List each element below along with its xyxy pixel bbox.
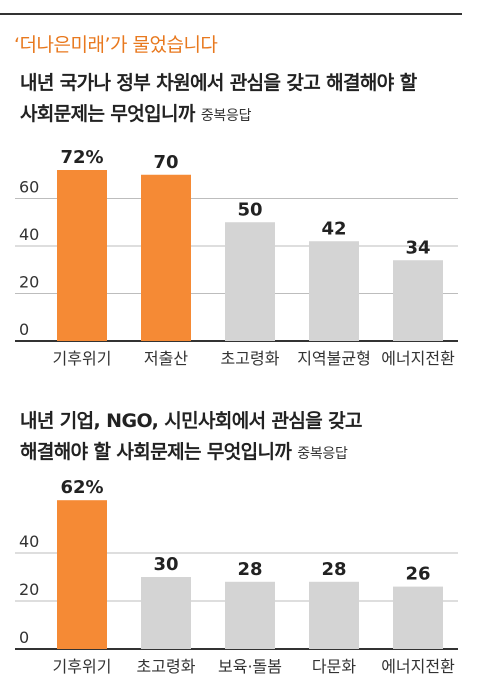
headline: ‘더나은미래’가 물었습니다 [14,34,218,56]
chart2-value-label: 28 [237,559,262,580]
chart1-category-label: 에너지전환 [381,349,455,368]
chart2-category-label: 보육·돌봄 [218,657,282,676]
chart1-title-line2: 사회문제는 무엇입니까 중복응답 [20,99,417,132]
chart2-title-line2: 해결해야 할 사회문제는 무엇입니까 중복응답 [20,437,362,470]
chart1-value-label: 72% [60,147,103,168]
chart2-bar [393,586,443,649]
chart1-title-line1: 내년 국가나 정부 차원에서 관심을 갖고 해결해야 할 [20,72,417,94]
chart2-category-label: 에너지전환 [381,657,455,676]
chart1: 0 20 40 60 72% 기후위기 70 저출산 50 초고령화 42 지역불균형 34 에너지전환 [15,147,458,368]
chart1-y-tick-label: 20 [19,273,39,292]
chart2-bar [141,577,191,649]
chart2: 0 20 40 62% 기후위기 30 초고령화 28 보육·돌봄 28 다문화 26 에너지전환 [15,477,458,676]
chart1-y-tick-label: 40 [19,225,39,244]
top-rule [0,13,462,15]
chart1-category-label: 기후위기 [53,349,112,368]
chart1-note: 중복응답 [200,108,252,124]
chart1-value-label: 50 [237,199,262,220]
chart2-note: 중복응답 [297,446,348,462]
chart2-category-label: 다문화 [312,657,356,676]
chart1-y-tick-label: 60 [19,178,39,197]
chart1-bar [141,174,191,341]
chart1-bar [309,241,359,341]
chart2-title-line1: 내년 기업, NGO, 시민사회에서 관심을 갖고 [20,410,363,432]
chart2-value-label: 30 [153,554,178,575]
chart2-y-tick-label: 40 [19,532,39,551]
chart1-y-tick-label: 0 [19,320,29,339]
chart2-value-label: 62% [60,477,103,498]
chart2-value-label: 28 [321,559,346,580]
chart2-category-label: 기후위기 [53,657,112,676]
chart1-bar [57,170,107,341]
chart1-title-line2-text: 사회문제는 무엇입니까 [20,103,195,125]
chart2-title-line2-text: 해결해야 할 사회문제는 무엇입니까 [20,441,292,463]
chart2-title: 내년 기업, NGO, 시민사회에서 관심을 갖고 해결해야 할 사회문제는 무… [20,406,363,470]
chart1-category-label: 지역불균형 [297,349,371,368]
chart1-value-label: 34 [405,237,430,258]
chart2-category-label: 초고령화 [137,657,196,676]
chart1-category-label: 저출산 [144,349,188,368]
chart1-category-label: 초고령화 [221,349,280,368]
chart2-y-tick-label: 0 [19,628,29,647]
chart1-bar [225,222,275,341]
chart2-bar [309,581,359,649]
chart2-value-label: 26 [405,564,430,585]
chart2-y-tick-label: 20 [19,580,39,599]
chart2-bar [57,500,107,649]
chart1-bar [393,260,443,341]
chart2-bar [225,581,275,649]
chart1-title: 내년 국가나 정부 차원에서 관심을 갖고 해결해야 할 사회문제는 무엇입니까… [20,68,417,132]
chart1-value-label: 70 [153,152,178,173]
chart1-value-label: 42 [321,218,346,239]
